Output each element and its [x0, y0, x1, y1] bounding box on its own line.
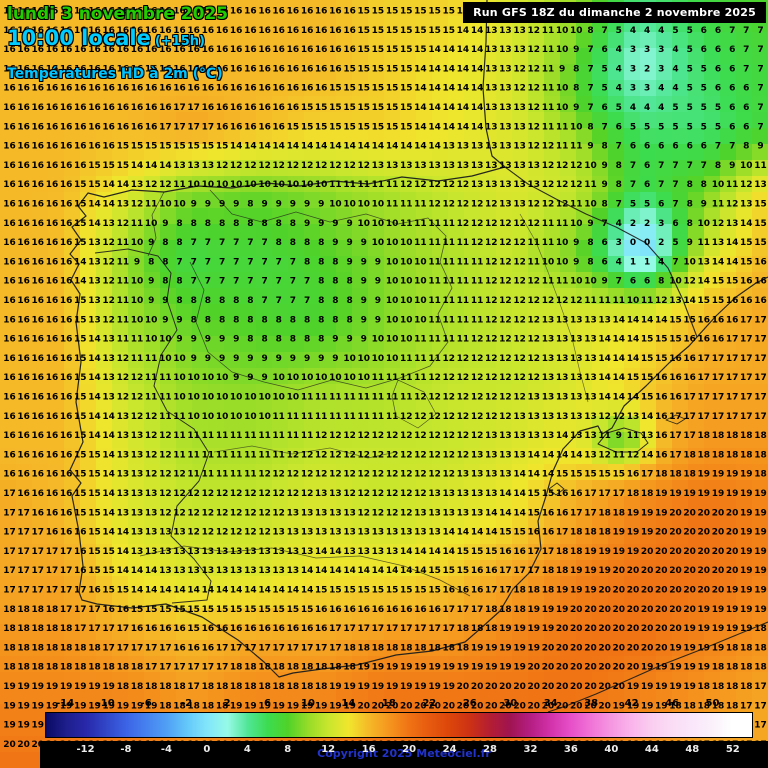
colorbar-tick-label: 30 — [503, 698, 518, 709]
colorbar-tick-label: 22 — [422, 698, 437, 709]
colorbar-tick-label: 2 — [223, 698, 231, 709]
colorbar-tick-label: 44 — [644, 744, 659, 755]
colorbar-tick-label: -4 — [160, 744, 172, 755]
colorbar-tick-label: 12 — [321, 744, 336, 755]
colorbar-tick-label: 50 — [705, 698, 720, 709]
colorbar-tick-label: 18 — [381, 698, 396, 709]
colorbar-tick-label: 36 — [563, 744, 578, 755]
colorbar-tick-label: -2 — [181, 698, 193, 709]
colorbar-tick-label: 38 — [584, 698, 599, 709]
colorbar-tick-label: 48 — [685, 744, 700, 755]
colorbar-tick-label: -10 — [96, 698, 115, 709]
colorbar-tick-label: 10 — [301, 698, 315, 709]
colorbar-tick-label: -12 — [76, 744, 95, 755]
colorbar-top-labels: -14 -10 -6 -2 2 6 10 14 18 22 26 30 34 38 42 46 50 — [0, 698, 768, 711]
temperature-values-layer: 16 16 16 16 16 16 16 16 16 16 16 16 16 16 16 16 16 16 16 16… — [3, 7, 767, 750]
colorbar-tick-label: 14 — [341, 698, 356, 709]
colorbar-tick-label: 4 — [243, 744, 251, 755]
map-boundaries-layer — [69, 0, 768, 768]
colorbar-tick-label: -6 — [140, 698, 152, 709]
colorbar-tick-label: 16 — [361, 744, 376, 755]
colorbar-tick-label: 24 — [442, 744, 457, 755]
colorbar-tick-label: 8 — [284, 744, 292, 755]
forecast-time-value: 10:00 locale — [7, 26, 151, 50]
forecast-date-label: lundi 3 novembre 2025 — [7, 4, 229, 24]
colorbar-tick-label: -8 — [120, 744, 132, 755]
colorbar-tick-label: 0 — [203, 744, 211, 755]
colorbar-tick-label: 28 — [483, 744, 497, 755]
colorbar-tick-label: 6 — [264, 698, 271, 709]
colorbar-tick-label: 40 — [604, 744, 619, 755]
colorbar-tick-label: 26 — [462, 698, 477, 709]
model-run-banner: Run GFS 18Z du dimanche 2 novembre 2025 — [463, 2, 766, 23]
copyright-label: Copyright 2025 Meteociel.fr — [317, 747, 491, 760]
colorbar-tick-label: 32 — [523, 744, 538, 755]
forecast-offset-label: (+15h) — [154, 34, 205, 49]
colorbar-tick-label: -14 — [56, 698, 75, 709]
colorbar-tick-label: 20 — [402, 744, 417, 755]
colorbar-tick-label: 52 — [725, 744, 740, 755]
colorbar-tick-label: 34 — [543, 698, 558, 709]
temperature-colorbar-gradient — [45, 712, 753, 738]
colorbar-tick-label: 42 — [624, 698, 639, 709]
variable-label: Températures HD à 2m (°C) — [7, 66, 223, 82]
footer-bar: Copyright 2025 Meteociel.fr — [40, 741, 768, 768]
forecast-time-label: 10:00 locale (+15h) — [7, 26, 205, 50]
colorbar-bottom-labels: -12 -8 -4 0 4 8 12 16 20 24 28 32 36 40 44 48 52 — [0, 744, 768, 757]
colorbar-tick-label: 46 — [665, 698, 680, 709]
